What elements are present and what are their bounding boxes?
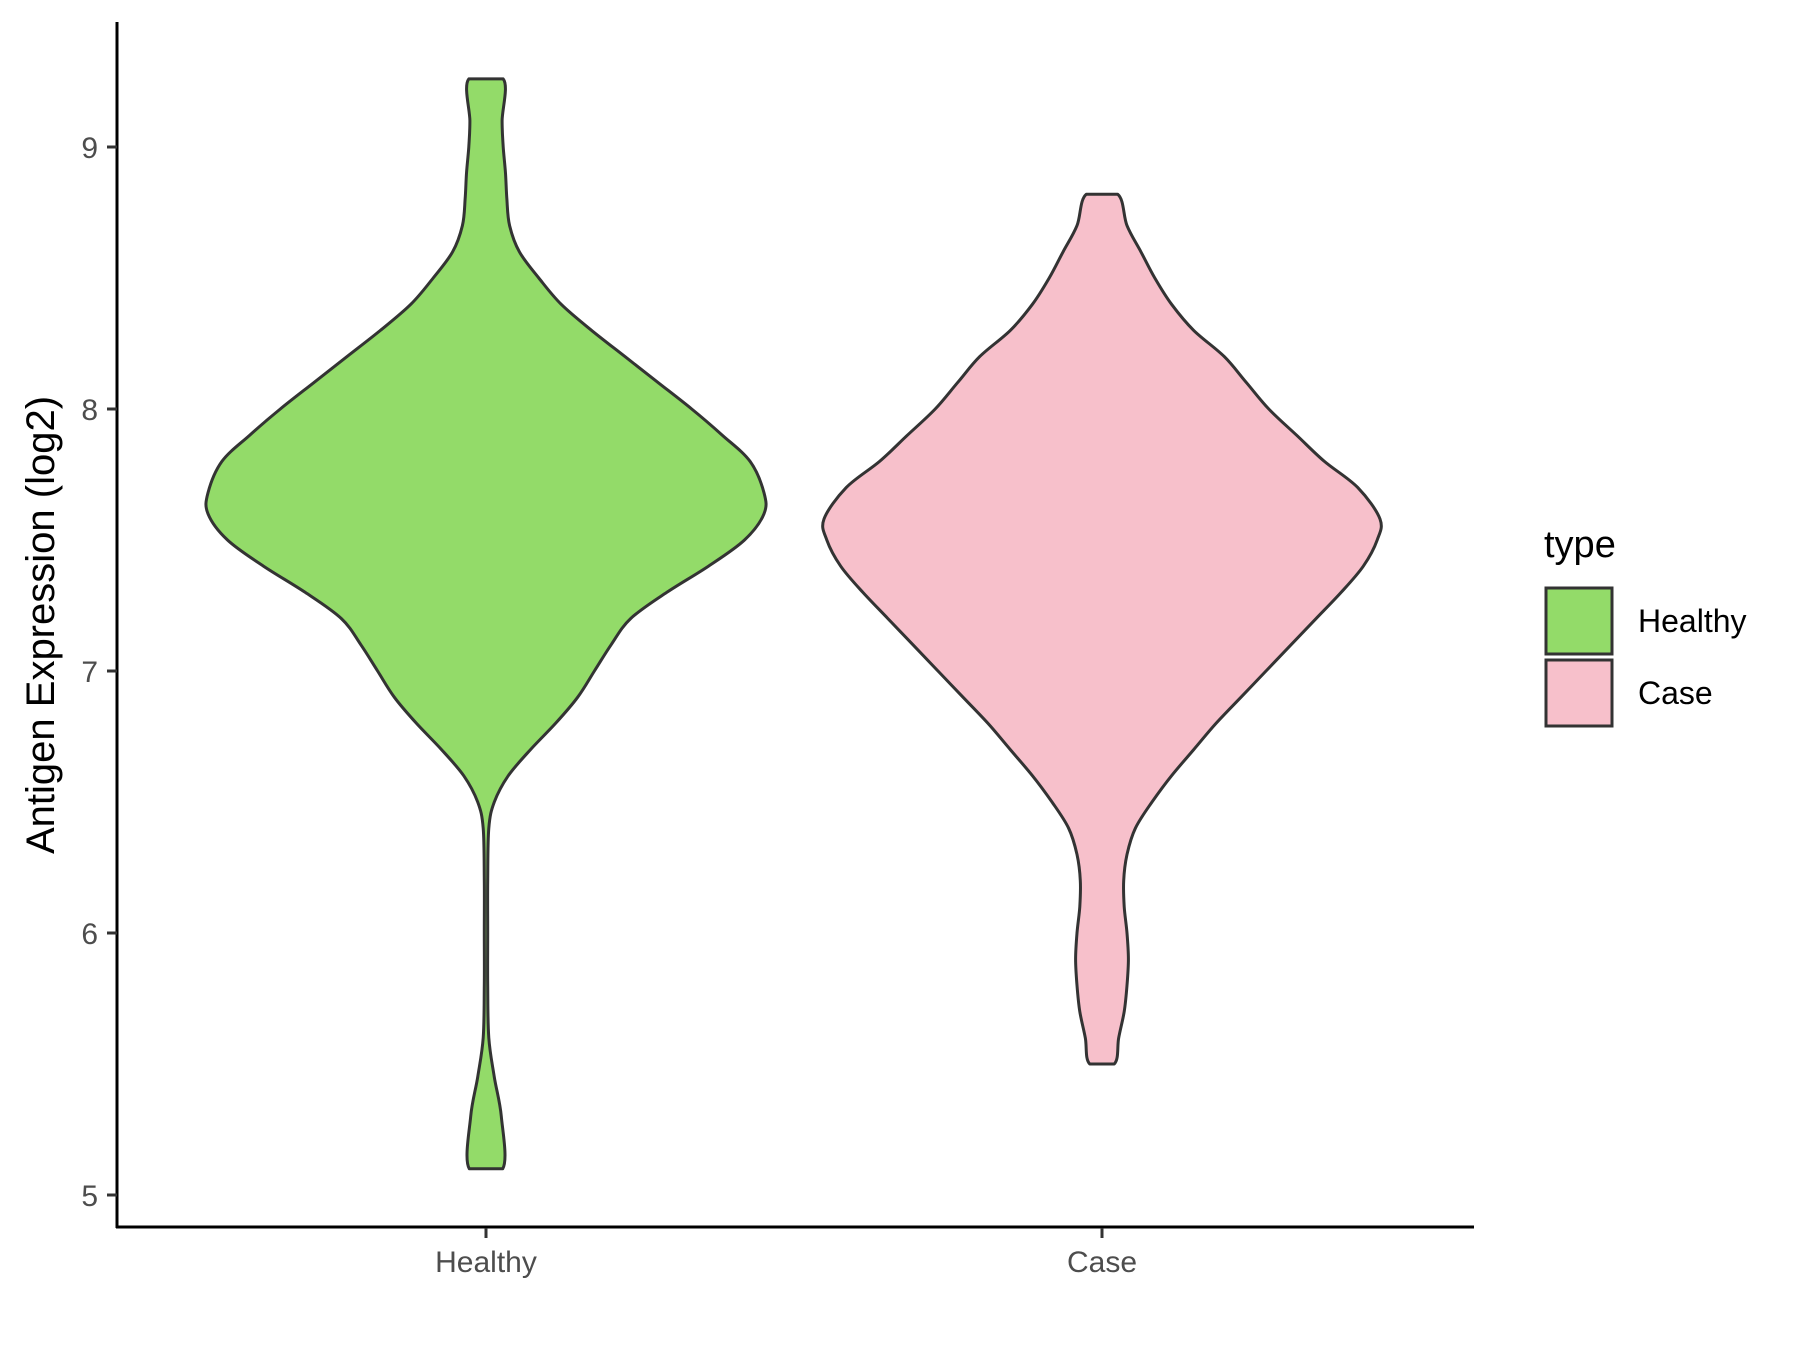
legend: type Healthy Case (1544, 524, 1747, 728)
violin-healthy (204, 77, 768, 1171)
y-tick-label: 8 (81, 394, 98, 427)
legend-key-case (1544, 658, 1614, 728)
legend-label: Healthy (1638, 603, 1747, 639)
violin-case (821, 192, 1383, 1066)
y-tick-label: 6 (81, 918, 98, 951)
violins-layer (204, 77, 1383, 1171)
x-tick-label: Healthy (435, 1246, 537, 1279)
legend-key-healthy (1544, 586, 1614, 656)
legend-label: Case (1638, 675, 1713, 711)
y-axis-title: Antigen Expression (log2) (19, 396, 63, 854)
x-ticks: Healthy Case (435, 1228, 1137, 1279)
legend-title: type (1544, 524, 1616, 566)
y-tick-label: 5 (81, 1180, 98, 1213)
y-ticks: 5 6 7 8 9 (81, 132, 117, 1213)
y-tick-label: 9 (81, 132, 98, 165)
y-tick-label: 7 (81, 656, 98, 689)
x-tick-label: Case (1067, 1246, 1137, 1279)
